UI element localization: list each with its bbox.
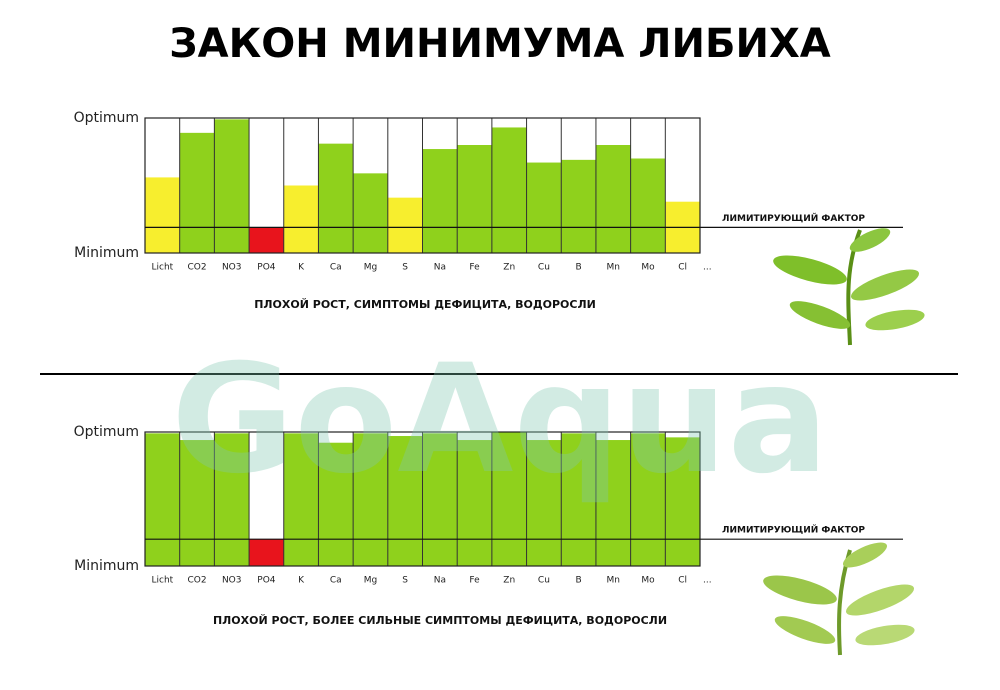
bar [318,143,354,253]
x-tick-label: Licht [151,576,173,586]
x-tick-label: B [576,576,582,586]
x-tick-label: S [402,576,408,586]
x-tick-label: Mo [641,576,655,586]
caption: ПЛОХОЙ РОСТ, БОЛЕЕ СИЛЬНЫЕ СИМПТОМЫ ДЕФИ… [213,614,667,627]
x-tick-label: NO3 [222,576,242,586]
bar [353,433,388,566]
bar [387,436,423,566]
bar [561,433,596,566]
title: ЗАКОН МИНИМУМА ЛИБИХА [169,21,831,67]
bar [249,227,284,253]
bar [457,145,492,253]
x-tick-label: Zn [503,263,515,273]
plot-frame [144,117,701,254]
y-tick-label: Minimum [74,245,139,261]
bar [145,177,180,253]
bar [318,442,354,566]
x-tick-label: Ca [330,263,342,273]
bar [179,440,215,566]
bar [145,433,180,566]
x-tick-label: B [576,263,582,273]
bar [595,440,631,566]
x-tick-label: Cu [538,263,550,273]
x-tick-label: NO3 [222,263,242,273]
x-tick-label: CO2 [187,263,206,273]
x-tick-label: Cl [678,263,687,273]
x-tick-label: Ca [330,576,342,586]
x-tick-label: Fe [469,576,480,586]
x-tick-label: Na [434,576,446,586]
bar [249,539,284,566]
watermark: GoAqua [171,333,829,507]
bar [526,440,562,566]
x-tick-label: PO4 [257,576,276,586]
bar [422,149,458,253]
y-tick-label: Minimum [74,558,139,574]
x-tick-label: K [298,263,305,273]
bar [387,197,423,253]
x-tick-label: K [298,576,305,586]
x-tick-label: Mo [641,263,655,273]
y-tick-label: Optimum [74,110,139,126]
x-tick-label: ... [703,263,712,273]
bar [353,173,388,253]
bar [422,433,458,566]
plot-frame [144,431,701,567]
bar [214,119,250,253]
annotation: ЛИМИТИРУЮЩИЙ ФАКТОР [722,212,865,224]
x-tick-label: Zn [503,576,515,586]
x-tick-label: CO2 [187,576,206,586]
bar [561,159,596,253]
bar [214,433,250,566]
bar [630,433,666,566]
x-tick-label: Mg [364,576,377,586]
bar [665,437,700,566]
annotation: ЛИМИТИРУЮЩИЙ ФАКТОР [722,524,865,536]
x-tick-label: Cu [538,576,550,586]
x-tick-label: PO4 [257,263,276,273]
caption: ПЛОХОЙ РОСТ, СИМПТОМЫ ДЕФИЦИТА, ВОДОРОСЛ… [254,298,596,311]
bar [491,432,527,566]
bar [179,132,215,253]
bar [630,158,666,253]
bar [283,185,319,253]
x-tick-label: Mn [607,263,620,273]
x-tick-label: Licht [151,263,173,273]
bar [526,162,562,253]
x-tick-label: Fe [469,263,480,273]
plant-bottom [763,542,915,656]
bar [457,440,492,566]
x-tick-label: Cl [678,576,687,586]
y-tick-label: Optimum [74,424,139,440]
bar [491,127,527,253]
bar [283,433,319,566]
x-tick-label: Na [434,263,446,273]
bar [595,145,631,253]
x-tick-label: ... [703,576,712,586]
plant-top [773,228,925,346]
x-tick-label: Mn [607,576,620,586]
x-tick-label: Mg [364,263,377,273]
x-tick-label: S [402,263,408,273]
